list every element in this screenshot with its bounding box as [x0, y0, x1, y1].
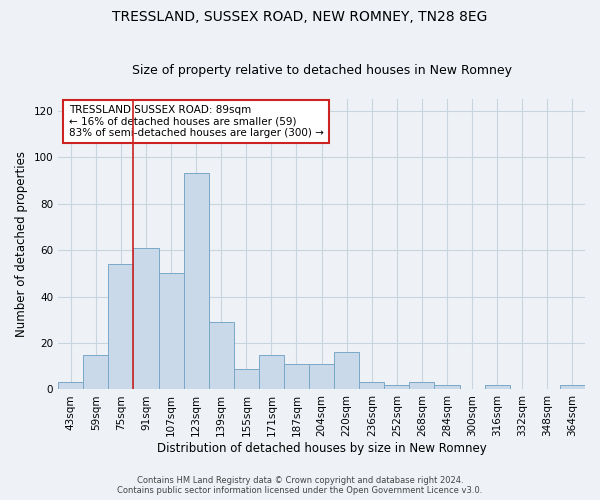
Text: TRESSLAND SUSSEX ROAD: 89sqm
← 16% of detached houses are smaller (59)
83% of se: TRESSLAND SUSSEX ROAD: 89sqm ← 16% of de…: [69, 105, 323, 138]
Bar: [158, 274, 184, 390]
Text: TRESSLAND, SUSSEX ROAD, NEW ROMNEY, TN28 8EG: TRESSLAND, SUSSEX ROAD, NEW ROMNEY, TN28…: [112, 10, 488, 24]
Bar: [234, 368, 259, 390]
Bar: [58, 382, 83, 390]
Bar: [485, 385, 510, 390]
Bar: [209, 322, 234, 390]
Bar: [434, 385, 460, 390]
Bar: [109, 264, 133, 390]
Bar: [284, 364, 309, 390]
Bar: [409, 382, 434, 390]
Bar: [309, 364, 334, 390]
Bar: [334, 352, 359, 390]
X-axis label: Distribution of detached houses by size in New Romney: Distribution of detached houses by size …: [157, 442, 487, 455]
Title: Size of property relative to detached houses in New Romney: Size of property relative to detached ho…: [131, 64, 512, 77]
Bar: [385, 385, 409, 390]
Bar: [83, 354, 109, 390]
Bar: [133, 248, 158, 390]
Bar: [259, 354, 284, 390]
Bar: [560, 385, 585, 390]
Bar: [184, 174, 209, 390]
Bar: [359, 382, 385, 390]
Y-axis label: Number of detached properties: Number of detached properties: [15, 151, 28, 337]
Text: Contains HM Land Registry data © Crown copyright and database right 2024.
Contai: Contains HM Land Registry data © Crown c…: [118, 476, 482, 495]
